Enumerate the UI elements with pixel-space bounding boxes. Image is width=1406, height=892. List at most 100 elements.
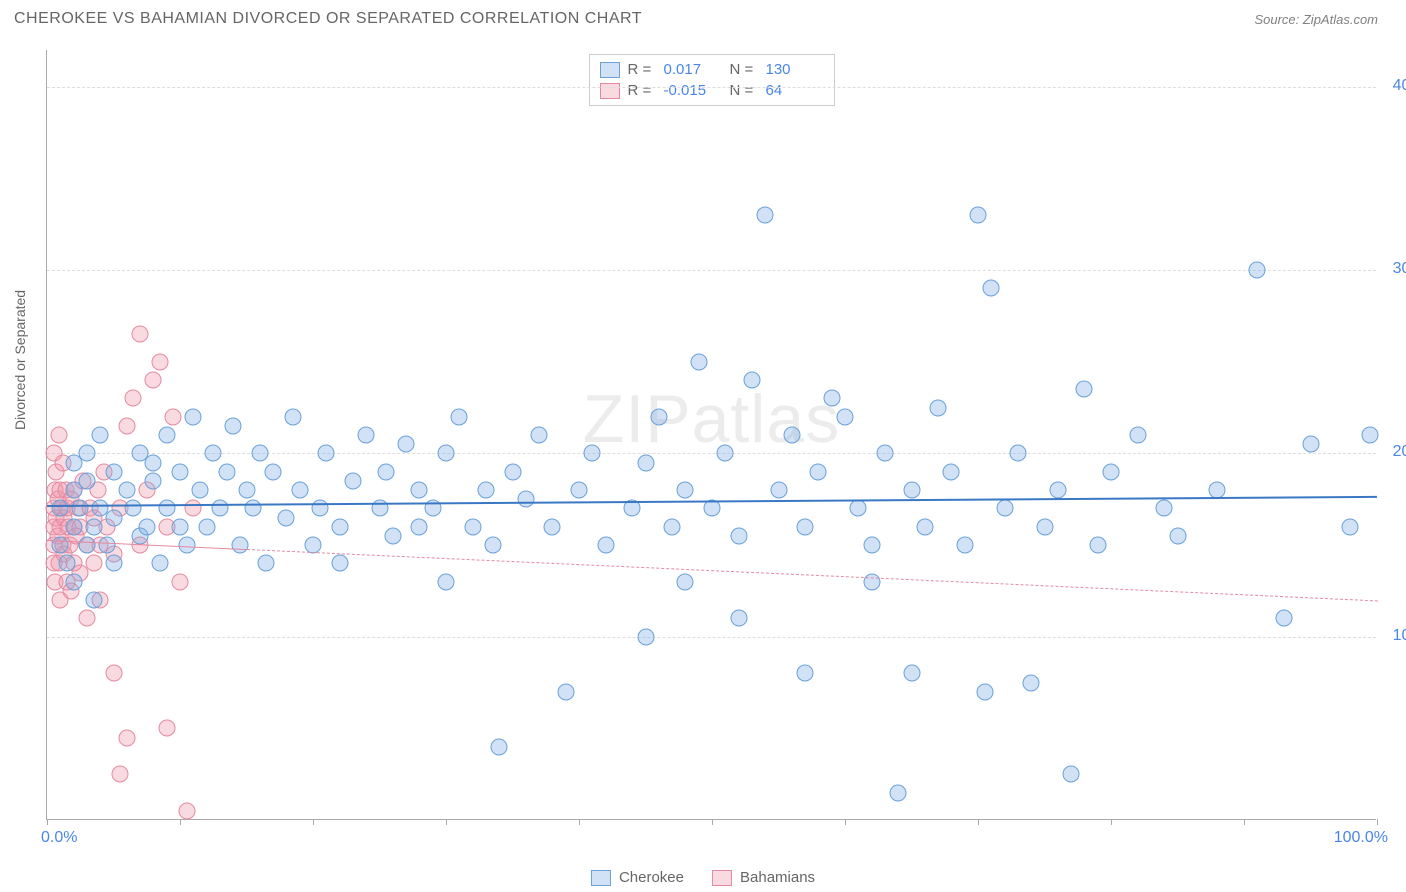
x-tick (712, 819, 713, 825)
data-point-cherokee (1362, 427, 1379, 444)
stats-row-cherokee: R = 0.017 N = 130 (600, 59, 824, 80)
data-point-cherokee (1089, 537, 1106, 554)
gridline (47, 87, 1376, 88)
data-point-cherokee (251, 445, 268, 462)
source-attribution: Source: ZipAtlas.com (1254, 12, 1378, 27)
x-tick (313, 819, 314, 825)
data-point-cherokee (970, 207, 987, 224)
data-point-cherokee (398, 436, 415, 453)
data-point-cherokee (52, 537, 69, 554)
data-point-cherokee (597, 537, 614, 554)
legend-item-bahamians: Bahamians (712, 869, 815, 886)
data-point-cherokee (517, 491, 534, 508)
data-point-cherokee (677, 482, 694, 499)
data-point-cherokee (378, 463, 395, 480)
data-point-cherokee (78, 472, 95, 489)
data-point-cherokee (105, 463, 122, 480)
y-tick-label: 30.0% (1393, 260, 1406, 278)
y-tick-label: 10.0% (1393, 627, 1406, 645)
data-point-cherokee (717, 445, 734, 462)
n-label: N = (730, 61, 758, 78)
data-point-bahamians (158, 720, 175, 737)
stats-row-bahamians: R = -0.015 N = 64 (600, 80, 824, 101)
n-value-bahamians: 64 (766, 82, 824, 99)
data-point-cherokee (411, 518, 428, 535)
legend-label-bahamians: Bahamians (740, 869, 815, 886)
x-tick (978, 819, 979, 825)
data-point-bahamians (118, 417, 135, 434)
data-point-cherokee (245, 500, 262, 517)
x-tick (1244, 819, 1245, 825)
data-point-cherokee (890, 784, 907, 801)
r-value-bahamians: -0.015 (664, 82, 722, 99)
data-point-cherokee (976, 683, 993, 700)
data-point-cherokee (797, 665, 814, 682)
data-point-cherokee (837, 408, 854, 425)
n-label: N = (730, 82, 758, 99)
data-point-bahamians (132, 326, 149, 343)
data-point-cherokee (72, 500, 89, 517)
data-point-cherokee (52, 500, 69, 517)
data-point-cherokee (218, 463, 235, 480)
x-axis-label: 100.0% (1334, 829, 1388, 847)
data-point-cherokee (1049, 482, 1066, 499)
data-point-cherokee (451, 408, 468, 425)
data-point-cherokee (78, 445, 95, 462)
data-point-cherokee (930, 399, 947, 416)
data-point-cherokee (1023, 674, 1040, 691)
r-value-cherokee: 0.017 (664, 61, 722, 78)
data-point-cherokee (291, 482, 308, 499)
data-point-cherokee (730, 610, 747, 627)
x-axis-label: 0.0% (41, 829, 77, 847)
data-point-bahamians (125, 390, 142, 407)
chart-title: CHEROKEE VS BAHAMIAN DIVORCED OR SEPARAT… (14, 10, 642, 28)
gridline (47, 453, 1376, 454)
chart-container: ZIPatlas R = 0.017 N = 130 R = -0.015 N … (46, 50, 1376, 820)
data-point-cherokee (1063, 766, 1080, 783)
data-point-bahamians (118, 729, 135, 746)
data-point-cherokee (1169, 527, 1186, 544)
data-point-cherokee (1156, 500, 1173, 517)
data-point-cherokee (903, 482, 920, 499)
data-point-cherokee (318, 445, 335, 462)
x-tick (1111, 819, 1112, 825)
y-tick-label: 20.0% (1393, 443, 1406, 461)
data-point-cherokee (531, 427, 548, 444)
data-point-cherokee (464, 518, 481, 535)
data-point-cherokee (757, 207, 774, 224)
data-point-bahamians (85, 555, 102, 572)
data-point-cherokee (125, 500, 142, 517)
data-point-cherokee (172, 518, 189, 535)
data-point-cherokee (331, 555, 348, 572)
data-point-cherokee (211, 500, 228, 517)
data-point-cherokee (145, 472, 162, 489)
data-point-cherokee (1129, 427, 1146, 444)
data-point-bahamians (50, 427, 67, 444)
data-point-cherokee (145, 454, 162, 471)
data-point-cherokee (92, 427, 109, 444)
data-point-bahamians (78, 610, 95, 627)
data-point-cherokee (172, 463, 189, 480)
data-point-cherokee (185, 408, 202, 425)
legend-label-cherokee: Cherokee (619, 869, 684, 886)
data-point-cherokee (690, 353, 707, 370)
data-point-cherokee (637, 454, 654, 471)
legend-item-cherokee: Cherokee (591, 869, 684, 886)
data-point-cherokee (823, 390, 840, 407)
x-tick (180, 819, 181, 825)
data-point-cherokee (198, 518, 215, 535)
data-point-bahamians (165, 408, 182, 425)
data-point-cherokee (983, 280, 1000, 297)
data-point-bahamians (178, 802, 195, 819)
x-tick (1377, 819, 1378, 825)
data-point-cherokee (504, 463, 521, 480)
trendline-bahamians (246, 549, 1377, 601)
data-point-cherokee (677, 573, 694, 590)
data-point-cherokee (557, 683, 574, 700)
data-point-cherokee (231, 537, 248, 554)
data-point-cherokee (152, 555, 169, 572)
data-point-cherokee (810, 463, 827, 480)
data-point-cherokee (491, 738, 508, 755)
data-point-cherokee (58, 555, 75, 572)
data-point-cherokee (1302, 436, 1319, 453)
